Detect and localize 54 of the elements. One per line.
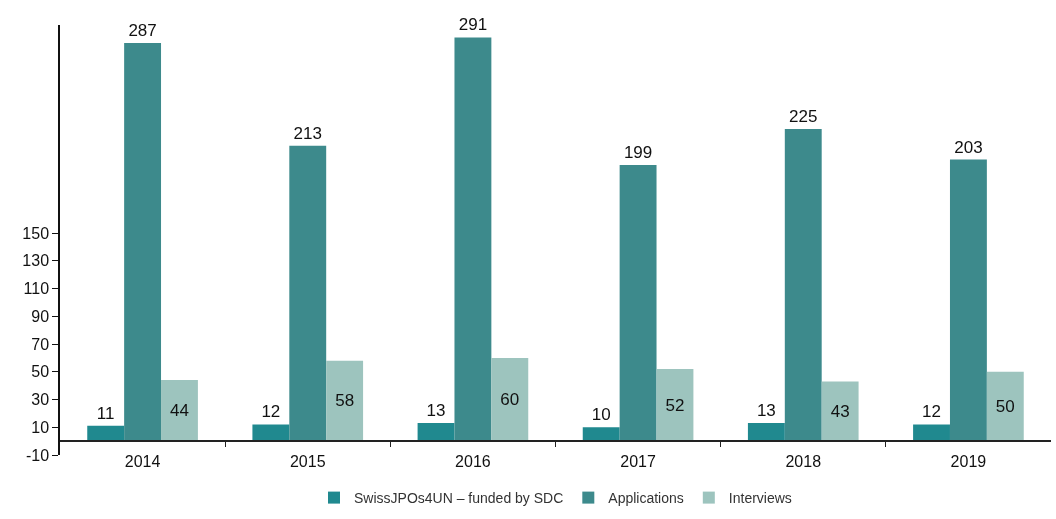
data-label: 287 <box>128 21 157 41</box>
bar <box>417 423 455 442</box>
x-tick-label: 2014 <box>124 453 161 471</box>
x-tick-label: 2019 <box>950 453 987 471</box>
data-label: 50 <box>995 396 1015 416</box>
bar <box>582 427 620 442</box>
y-tick-label: 70 <box>31 335 50 353</box>
data-label: 12 <box>261 402 281 422</box>
data-label: 199 <box>623 143 653 163</box>
y-tick-label: 30 <box>31 391 50 409</box>
data-label: 44 <box>170 401 189 421</box>
data-label: 203 <box>954 137 983 157</box>
data-label: 52 <box>665 395 685 415</box>
bar <box>619 165 657 442</box>
legend-label: Interviews <box>728 490 792 507</box>
legend-label: Applications <box>608 490 684 507</box>
data-label: 13 <box>756 401 776 421</box>
bar <box>161 380 198 442</box>
bar <box>784 129 822 442</box>
data-label: 58 <box>335 391 355 411</box>
data-label: 12 <box>922 402 941 422</box>
data-label: 213 <box>293 123 322 143</box>
data-label: 225 <box>789 107 818 127</box>
bar <box>656 369 694 442</box>
bar <box>252 424 290 442</box>
bar <box>289 145 327 442</box>
x-tick-label: 2015 <box>289 453 326 471</box>
x-tick-label: 2017 <box>620 453 656 471</box>
legend-label: SwissJPOs4UN – funded by SDC <box>354 490 564 507</box>
bar <box>326 360 364 442</box>
y-tick-label: -10 <box>25 446 50 464</box>
bar <box>913 424 950 442</box>
bar <box>821 381 859 442</box>
y-tick-label: 150 <box>22 224 50 242</box>
y-tick-label: 90 <box>31 307 50 325</box>
data-label: 10 <box>591 405 611 425</box>
data-label: 291 <box>458 15 488 35</box>
x-tick-label: 2016 <box>455 453 491 471</box>
bar <box>124 43 162 442</box>
bar <box>454 37 492 442</box>
y-tick-label: 110 <box>23 280 50 298</box>
bar <box>491 357 529 442</box>
bar <box>949 159 987 442</box>
data-label: 13 <box>426 401 446 421</box>
data-label: 43 <box>830 401 850 421</box>
bar <box>986 371 1024 442</box>
y-tick-label: 10 <box>31 418 50 436</box>
bar <box>87 425 125 442</box>
data-label: 11 <box>96 403 115 423</box>
bar <box>747 423 785 442</box>
y-tick-label: 50 <box>31 363 50 381</box>
data-label: 60 <box>500 390 520 410</box>
x-tick-label: 2018 <box>785 453 822 471</box>
y-tick-label: 130 <box>22 252 50 270</box>
